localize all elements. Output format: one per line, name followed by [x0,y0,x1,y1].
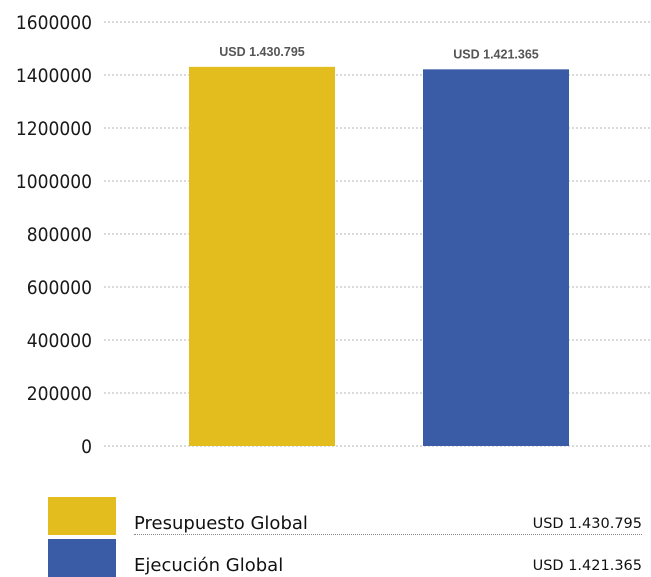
y-tick-label: 200000 [27,383,92,405]
y-tick-label: 1400000 [16,65,92,87]
y-tick-label: 400000 [27,330,92,352]
legend-item-presupuesto: Presupuesto Global USD 1.430.795 [48,497,651,535]
legend-value-presupuesto: USD 1.430.795 [532,516,642,532]
legend-swatch-presupuesto [48,497,116,535]
legend-item-ejecucion: Ejecución Global USD 1.421.365 [48,539,651,577]
bar [189,66,335,446]
legend-label-presupuesto: Presupuesto Global [134,513,308,534]
legend-swatch-ejecucion [48,539,116,577]
bar-data-label: USD 1.430.795 [219,45,305,59]
y-tick-label: 1000000 [16,171,92,193]
legend-divider [134,534,642,535]
bar-chart: 0 200000 400000 600000 800000 1000000 1200000 1… [16,12,651,458]
bar-data-label: USD 1.421.365 [453,47,539,61]
y-tick-label: 1200000 [16,118,92,140]
y-tick-label: 0 [81,436,92,458]
y-tick-label: 600000 [27,277,92,299]
y-tick-label: 1600000 [16,12,92,34]
legend-value-ejecucion: USD 1.421.365 [532,558,642,574]
legend-label-ejecucion: Ejecución Global [134,555,284,576]
bar [423,69,569,447]
y-tick-label: 800000 [27,224,92,246]
